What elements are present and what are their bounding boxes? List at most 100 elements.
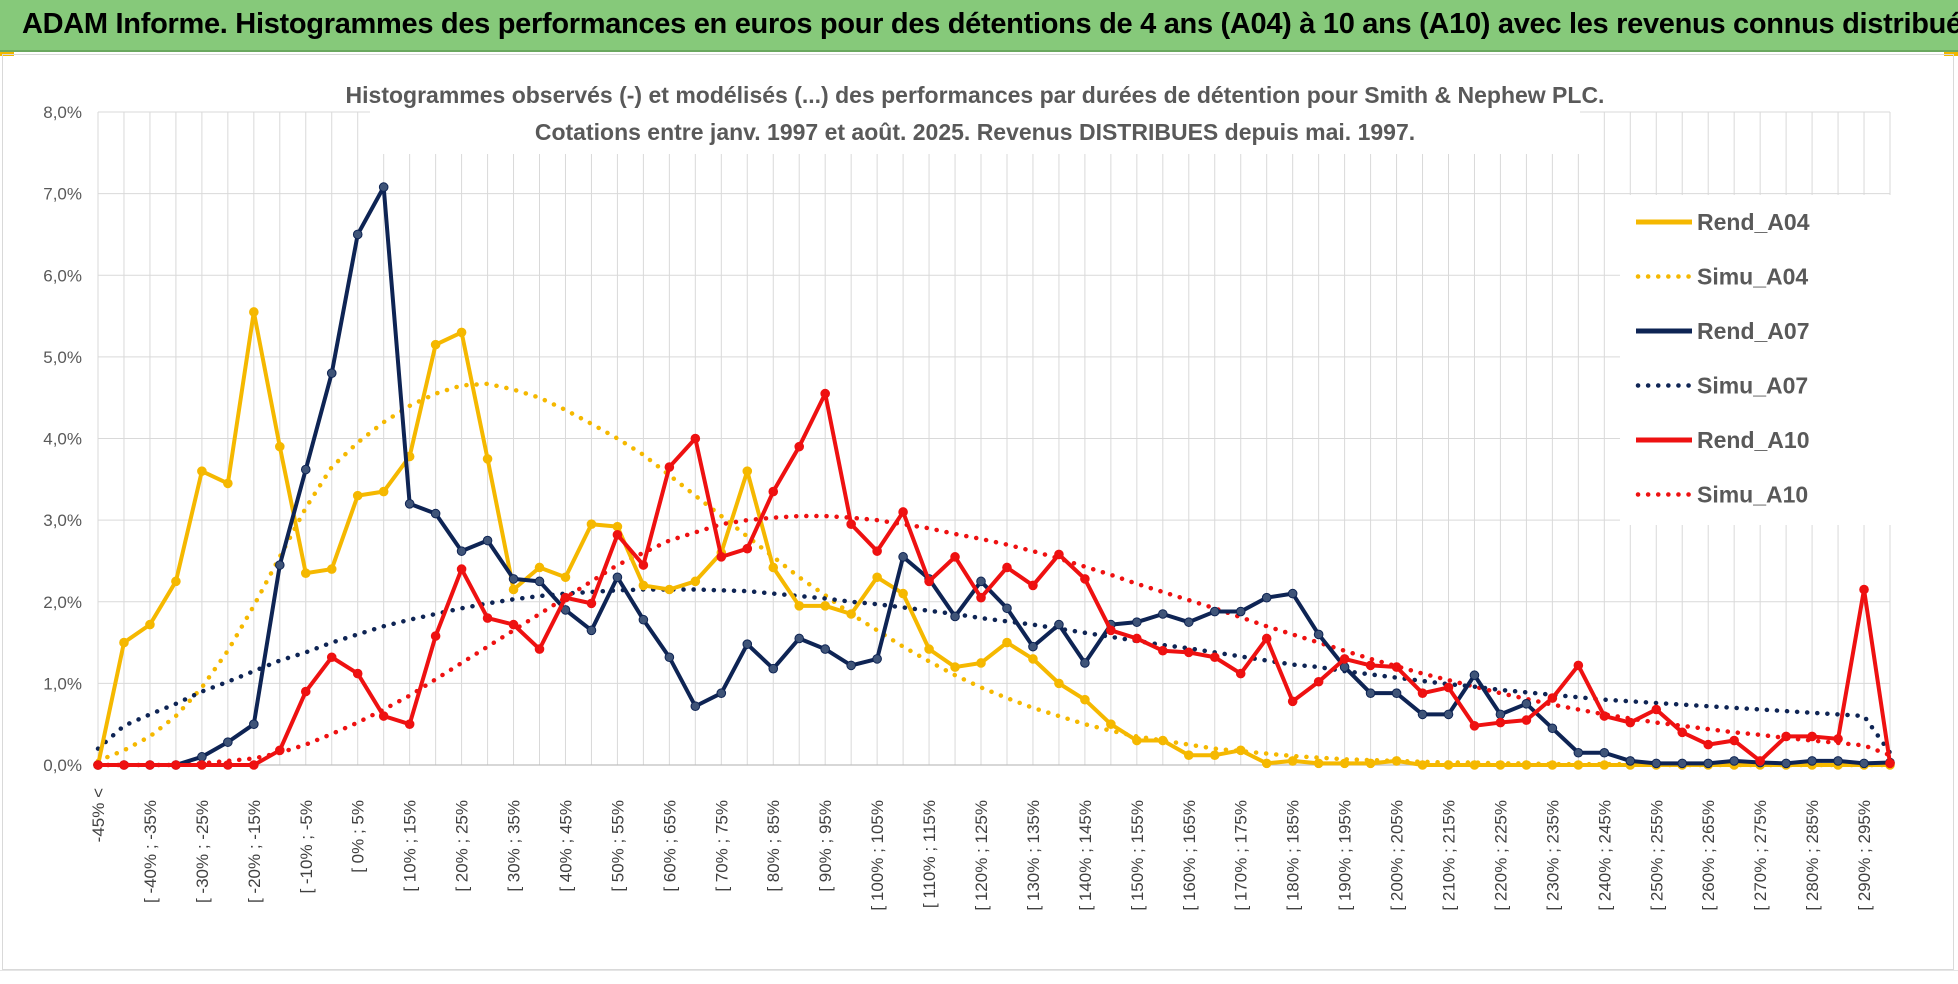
data-point-Rend_A04 bbox=[326, 564, 337, 574]
data-point-Rend_A04 bbox=[274, 441, 285, 452]
data-point-Rend_A10 bbox=[1054, 549, 1064, 560]
legend-label: Rend_A07 bbox=[1697, 318, 1809, 344]
x-tick-label: [ 270% ; 275% bbox=[1751, 800, 1770, 911]
data-point-Rend_A10 bbox=[976, 592, 986, 603]
title-backdrop bbox=[370, 74, 1580, 154]
data-point-Rend_A07 bbox=[1054, 619, 1064, 630]
data-point-Rend_A10 bbox=[1339, 654, 1350, 664]
chart-frame bbox=[2, 54, 1954, 970]
data-point-Rend_A04 bbox=[1417, 760, 1428, 770]
data-point-Rend_A04 bbox=[612, 521, 623, 532]
y-tick-labels: 0,0% 1,0% 2,0% 3,0% 4,0% 5,0% 6,0% 7,0% 8,0% bbox=[43, 103, 82, 775]
y-tick-label: 3,0% bbox=[43, 511, 82, 530]
data-point-Rend_A07 bbox=[1391, 688, 1402, 698]
series-line-Simu_A10 bbox=[95, 513, 1893, 768]
data-point-Rend_A07 bbox=[352, 229, 363, 240]
data-point-Rend_A04 bbox=[768, 562, 779, 573]
data-point-Rend_A07 bbox=[976, 576, 986, 587]
data-point-Rend_A07 bbox=[768, 663, 779, 674]
data-point-Rend_A04 bbox=[1261, 758, 1272, 769]
legend: Rend_A04 Simu_A04 Rend_A07 Simu_A07 Rend_A10… bbox=[1635, 209, 1810, 508]
data-point-Rend_A04 bbox=[1365, 758, 1376, 769]
x-tick-label: [ 130% ; 135% bbox=[1024, 800, 1043, 911]
data-point-Rend_A04 bbox=[1235, 745, 1246, 756]
data-point-Rend_A04 bbox=[249, 307, 259, 317]
data-point-Rend_A04 bbox=[482, 454, 493, 464]
data-point-Rend_A07 bbox=[638, 614, 649, 625]
data-point-Rend_A10 bbox=[612, 530, 623, 540]
data-point-Rend_A04 bbox=[1391, 756, 1402, 766]
data-point-Rend_A10 bbox=[1365, 660, 1376, 671]
data-point-Rend_A04 bbox=[352, 490, 363, 501]
data-point-Rend_A07 bbox=[1651, 758, 1662, 769]
data-point-Rend_A10 bbox=[1573, 660, 1584, 671]
legend-label: Rend_A04 bbox=[1697, 209, 1810, 235]
legend-label: Simu_A07 bbox=[1697, 373, 1808, 399]
x-tick-label: [ 140% ; 145% bbox=[1076, 800, 1095, 911]
data-point-Rend_A07 bbox=[846, 660, 856, 671]
data-point-Rend_A10 bbox=[1080, 574, 1090, 584]
data-point-Rend_A07 bbox=[950, 611, 960, 622]
footer-bar bbox=[0, 970, 1958, 984]
data-point-Rend_A10 bbox=[456, 564, 467, 574]
data-point-Rend_A04 bbox=[1313, 758, 1324, 769]
data-point-Rend_A10 bbox=[1002, 562, 1012, 573]
data-point-Rend_A07 bbox=[1859, 758, 1869, 769]
data-point-Rend_A10 bbox=[560, 592, 571, 603]
x-tick-label: [ 230% ; 235% bbox=[1543, 800, 1562, 911]
x-tick-label: [ 110% ; 115% bbox=[920, 800, 939, 908]
data-point-Rend_A10 bbox=[1781, 731, 1791, 742]
data-point-Rend_A04 bbox=[586, 519, 597, 530]
data-point-Rend_A07 bbox=[690, 701, 701, 712]
data-point-Rend_A04 bbox=[300, 568, 311, 578]
data-point-Rend_A10 bbox=[1235, 668, 1246, 679]
x-tick-label: [ 120% ; 125% bbox=[972, 800, 991, 911]
data-point-Rend_A07 bbox=[326, 368, 337, 379]
data-point-Rend_A07 bbox=[508, 574, 519, 584]
data-point-Rend_A10 bbox=[326, 652, 337, 663]
x-tick-label: [ -10% ; -5% bbox=[297, 800, 316, 894]
x-tick-label: [ 180% ; 185% bbox=[1284, 800, 1303, 911]
data-point-Rend_A10 bbox=[1495, 717, 1506, 728]
data-point-Rend_A10 bbox=[1028, 580, 1038, 591]
data-point-Rend_A10 bbox=[119, 760, 129, 770]
x-tick-label: [ 200% ; 205% bbox=[1388, 800, 1407, 911]
data-point-Rend_A10 bbox=[872, 546, 882, 556]
data-point-Rend_A07 bbox=[820, 644, 830, 654]
data-point-Rend_A10 bbox=[794, 441, 805, 452]
data-point-Rend_A07 bbox=[300, 464, 311, 475]
data-point-Rend_A07 bbox=[1313, 629, 1324, 640]
data-point-Rend_A10 bbox=[274, 745, 285, 756]
data-point-Rend_A07 bbox=[430, 508, 441, 519]
data-point-Rend_A10 bbox=[742, 543, 753, 554]
x-tick-label: -45% < bbox=[89, 788, 108, 842]
x-tick-label: [ -20% ; -15% bbox=[245, 800, 264, 903]
data-point-Rend_A10 bbox=[1469, 721, 1480, 731]
data-point-Rend_A07 bbox=[872, 654, 882, 664]
data-point-Rend_A04 bbox=[1106, 719, 1116, 729]
x-tick-label: [ 210% ; 215% bbox=[1439, 800, 1458, 911]
data-point-Rend_A07 bbox=[1287, 588, 1298, 599]
x-tick-label: [ 20% ; 25% bbox=[453, 800, 472, 892]
data-point-Rend_A10 bbox=[1391, 662, 1402, 672]
data-point-Rend_A04 bbox=[1573, 760, 1584, 770]
data-point-Rend_A04 bbox=[1028, 654, 1038, 664]
data-point-Rend_A10 bbox=[1625, 717, 1636, 728]
data-point-Rend_A10 bbox=[1807, 731, 1817, 742]
data-point-Rend_A07 bbox=[1261, 592, 1272, 603]
data-point-Rend_A10 bbox=[768, 486, 779, 497]
series-line-Rend_A04 bbox=[96, 309, 1890, 767]
data-point-Rend_A04 bbox=[898, 588, 908, 599]
x-tick-label: [ 90% ; 95% bbox=[816, 800, 835, 892]
data-point-Rend_A10 bbox=[145, 760, 155, 770]
x-tick-label: [ 70% ; 75% bbox=[712, 800, 731, 892]
x-tick-label: [ 100% ; 105% bbox=[868, 800, 887, 911]
data-point-Rend_A10 bbox=[1443, 682, 1454, 693]
data-point-Rend_A10 bbox=[1677, 727, 1688, 738]
data-point-Rend_A04 bbox=[1469, 760, 1480, 770]
data-point-Rend_A04 bbox=[1495, 760, 1506, 770]
data-point-Rend_A10 bbox=[716, 552, 727, 562]
data-point-Rend_A10 bbox=[430, 631, 441, 641]
x-tick-label: [ 220% ; 225% bbox=[1491, 800, 1510, 911]
